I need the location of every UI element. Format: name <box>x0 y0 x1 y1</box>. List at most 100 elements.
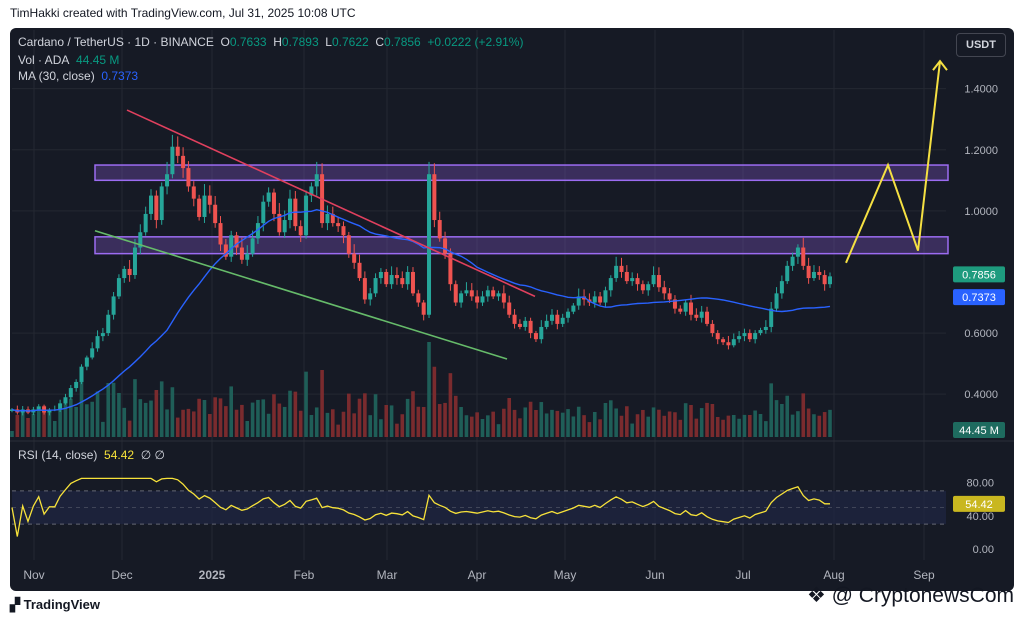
volume-bar <box>165 409 169 437</box>
candle <box>42 406 47 413</box>
volume-bar <box>240 404 244 437</box>
volume-bar <box>421 407 426 437</box>
rsi-tick-label: 0.00 <box>973 544 994 556</box>
time-axis: Nov Dec 2025 Feb Mar Apr May Jun Jul Aug Sep <box>23 568 935 582</box>
tradingview-logo[interactable]: ▞ TradingView <box>10 597 100 612</box>
candle <box>443 238 448 254</box>
volume-bar <box>646 416 651 437</box>
volume-bar <box>726 415 731 437</box>
candle <box>603 290 608 303</box>
candle <box>683 302 688 312</box>
candle <box>127 268 132 276</box>
candle <box>811 271 816 279</box>
projection-arrowhead <box>932 59 948 71</box>
volume-bar <box>507 398 512 437</box>
time-tick-label: Mar <box>377 568 398 582</box>
volume-bar <box>314 407 319 437</box>
candle <box>715 333 720 340</box>
chart-frame[interactable]: 1.4000 1.2000 1.0000 0.6000 0.4000 80.00 40.00… <box>10 28 1014 591</box>
volume-bar <box>234 409 239 437</box>
candle <box>106 314 111 334</box>
projection-path <box>845 59 948 264</box>
candle <box>79 366 84 382</box>
volume-bar <box>651 407 656 437</box>
candle <box>774 293 779 309</box>
candle <box>84 357 89 367</box>
candle <box>400 278 405 285</box>
candle <box>614 265 619 279</box>
candle <box>656 275 661 288</box>
price-tick-label: 0.4000 <box>964 389 998 401</box>
volume-bar <box>496 424 501 437</box>
candle <box>619 265 624 272</box>
volume-bar <box>625 406 629 437</box>
volume-bar <box>127 420 132 437</box>
volume-bar <box>79 375 84 437</box>
rsi-badge: 54.42 <box>965 499 993 511</box>
candle <box>448 253 453 285</box>
ma-line <box>11 208 831 412</box>
candle <box>517 323 522 327</box>
volume-bar <box>122 407 127 437</box>
currency-button[interactable]: USDT <box>956 33 1006 57</box>
volume-bar <box>202 400 207 437</box>
candle <box>806 265 811 279</box>
volume-bar <box>277 403 282 437</box>
candle <box>362 278 367 300</box>
candle <box>582 296 587 300</box>
volume-bar <box>758 414 763 437</box>
time-tick-label: 2025 <box>199 568 226 582</box>
candle <box>352 253 357 263</box>
candle <box>298 226 303 236</box>
volume-bar <box>812 414 816 437</box>
candle <box>416 293 421 303</box>
volume-bar <box>790 414 795 437</box>
candle <box>566 311 571 318</box>
candle <box>555 314 560 324</box>
volume-bar <box>330 409 335 437</box>
candle <box>229 235 234 257</box>
close-price-badge: 0.7856 <box>962 269 996 281</box>
volume-bar <box>635 414 640 437</box>
volume-bar <box>411 391 415 437</box>
candle <box>202 195 207 217</box>
volume-bar <box>705 402 709 437</box>
candle <box>512 314 517 324</box>
candle <box>731 339 736 346</box>
candle <box>769 308 774 327</box>
volume-bar <box>769 383 773 437</box>
candle <box>464 290 469 294</box>
candle <box>480 296 485 303</box>
volume-bar <box>587 422 592 437</box>
volume-bar <box>801 393 806 437</box>
close-price-badge-bg <box>953 266 1005 283</box>
volume-bar <box>528 401 533 437</box>
rsi-value: 54.42 <box>104 448 135 462</box>
candle <box>277 213 282 233</box>
candle <box>373 278 378 294</box>
volume-bar <box>218 398 223 437</box>
candle <box>405 271 410 285</box>
resistance-zone <box>94 236 949 255</box>
candle <box>533 333 538 340</box>
candle <box>341 226 346 236</box>
candle <box>346 235 351 254</box>
volume-bar <box>405 398 410 437</box>
volume-bar <box>47 412 52 437</box>
volume-bar <box>90 401 94 437</box>
candle <box>758 330 763 334</box>
candle <box>651 275 656 285</box>
candle <box>389 275 394 285</box>
volume-bar <box>796 411 800 437</box>
moving-average <box>11 208 831 412</box>
candle <box>528 320 533 334</box>
candle <box>694 314 699 318</box>
volume-bar <box>673 412 677 437</box>
volume-bar <box>582 415 586 437</box>
candle <box>817 271 822 276</box>
volume-bar <box>373 394 378 437</box>
volume-bar <box>742 414 747 437</box>
volume-bar <box>250 402 255 437</box>
volume-bar <box>74 407 78 437</box>
candle <box>475 296 480 303</box>
